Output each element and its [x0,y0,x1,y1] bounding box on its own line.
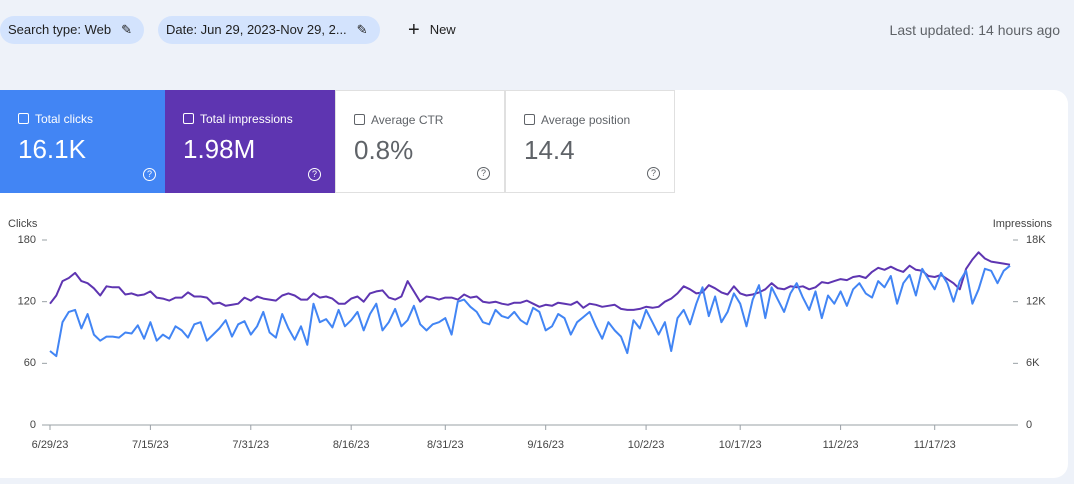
y2-axis-title: Impressions [993,218,1053,230]
new-button[interactable]: + New [408,19,456,41]
x-tick-label: 8/31/23 [427,439,464,451]
card-value: 14.4 [524,135,575,165]
x-tick-label: 7/31/23 [232,439,269,451]
performance-panel: Total clicks 16.1K? Total impressions 1.98… [0,90,1068,478]
filter-chip[interactable]: Date: Jun 29, 2023-Nov 29, 2... [158,16,380,44]
new-label: New [429,22,456,37]
series-line [49,251,1011,311]
card-label: Total clicks [18,112,170,126]
y2-tick-label: 18K [1026,234,1046,246]
card-value: 16.1K [18,134,86,164]
x-tick-label: 9/16/23 [527,439,564,451]
y-tick-label: 60 [24,357,36,369]
y-axis-title: Clicks [8,218,38,230]
x-tick-label: 6/29/23 [32,439,69,451]
metric-card[interactable]: Average CTR 0.8%? [335,90,505,193]
x-tick-label: 10/17/23 [719,439,762,451]
y2-tick-label: 0 [1026,419,1032,431]
x-tick-label: 11/2/23 [823,439,859,451]
x-tick-label: 10/2/23 [628,439,665,451]
x-tick-label: 7/15/23 [132,439,169,451]
card-label: Average position [524,113,674,127]
card-label: Average CTR [354,113,504,127]
y2-tick-label: 12K [1026,296,1046,308]
y-tick-label: 0 [30,419,36,431]
card-value: 1.98M [183,134,256,164]
series-line [49,264,1011,358]
x-tick-label: 8/16/23 [333,439,370,451]
y-tick-label: 120 [18,296,36,308]
help-icon[interactable]: ? [143,168,156,181]
metric-card[interactable]: Total impressions 1.98M? [165,90,335,193]
help-icon[interactable]: ? [308,168,321,181]
y2-tick-label: 6K [1026,357,1040,369]
help-icon[interactable]: ? [647,167,660,180]
metric-card[interactable]: Average position 14.4? [505,90,675,193]
filter-chip[interactable]: Search type: Web [0,16,144,44]
metric-card[interactable]: Total clicks 16.1K? [0,90,170,193]
x-tick-label: 11/17/23 [914,439,956,451]
help-icon[interactable]: ? [477,167,490,180]
card-value: 0.8% [354,135,414,165]
card-label: Total impressions [183,112,335,126]
last-updated: Last updated: 14 hours ago [889,22,1060,38]
y-tick-label: 180 [18,234,36,246]
